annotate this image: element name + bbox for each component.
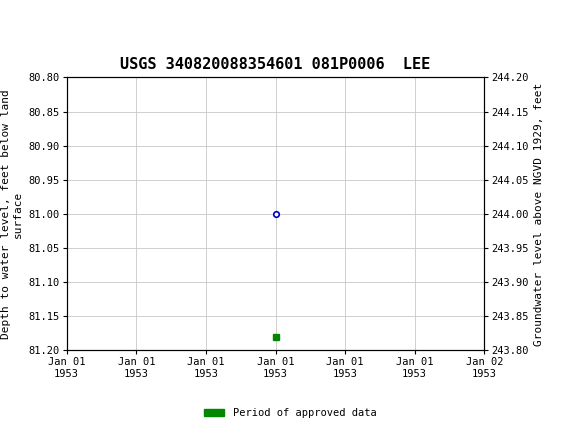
Y-axis label: Groundwater level above NGVD 1929, feet: Groundwater level above NGVD 1929, feet — [534, 82, 544, 346]
Title: USGS 340820088354601 081P0006  LEE: USGS 340820088354601 081P0006 LEE — [121, 57, 430, 72]
Legend: Period of approved data: Period of approved data — [200, 404, 380, 423]
Y-axis label: Depth to water level, feet below land
surface: Depth to water level, feet below land su… — [1, 89, 23, 339]
Text: ≡USGS: ≡USGS — [3, 10, 74, 28]
